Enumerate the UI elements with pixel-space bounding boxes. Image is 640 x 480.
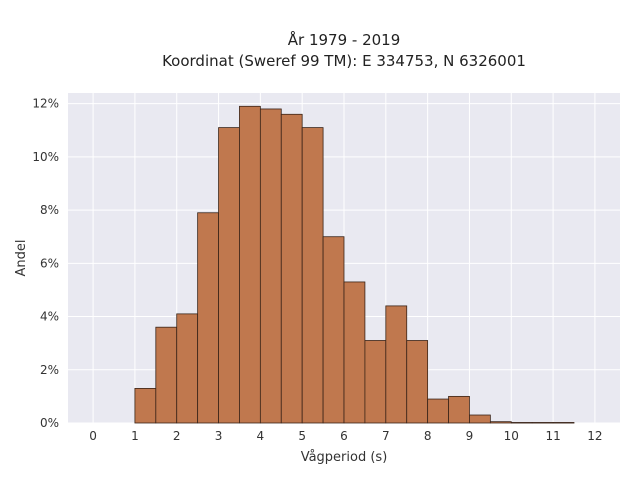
histogram-bar bbox=[218, 127, 240, 424]
histogram-bar bbox=[489, 421, 512, 424]
histogram-bar bbox=[322, 236, 345, 424]
x-tick-label: 0 bbox=[89, 429, 97, 443]
x-tick-label: 3 bbox=[215, 429, 223, 443]
histogram-bar bbox=[343, 281, 366, 424]
histogram-bar bbox=[301, 127, 324, 424]
y-tick-label: 6% bbox=[40, 256, 59, 270]
y-tick-label: 2% bbox=[40, 363, 59, 377]
histogram-bar bbox=[239, 105, 261, 424]
y-tick-label: 8% bbox=[40, 203, 59, 217]
x-tick-label: 12 bbox=[587, 429, 602, 443]
x-tick-label: 10 bbox=[504, 429, 519, 443]
histogram-bar bbox=[427, 398, 449, 424]
histogram-bar bbox=[531, 422, 554, 424]
histogram-bar bbox=[385, 305, 408, 424]
x-axis-ticks: 0 1 2 3 4 5 6 7 8 9 10 11 12 bbox=[89, 429, 602, 443]
histogram-bar bbox=[259, 108, 282, 424]
x-tick-label: 8 bbox=[424, 429, 432, 443]
histogram-bar bbox=[134, 388, 157, 424]
x-tick-label: 2 bbox=[173, 429, 181, 443]
histogram-bar bbox=[406, 340, 429, 424]
chart-title: År 1979 - 2019 bbox=[288, 30, 401, 49]
y-axis-ticks: 0% 2% 4% 6% 8% 10% 12% bbox=[32, 97, 59, 430]
histogram-bar bbox=[469, 414, 491, 424]
x-tick-label: 7 bbox=[382, 429, 390, 443]
histogram-bar bbox=[364, 340, 387, 424]
y-tick-label: 10% bbox=[32, 150, 59, 164]
y-tick-label: 0% bbox=[40, 416, 59, 430]
x-tick-label: 9 bbox=[466, 429, 474, 443]
x-tick-label: 4 bbox=[257, 429, 265, 443]
x-tick-label: 1 bbox=[131, 429, 139, 443]
histogram-bar bbox=[176, 313, 199, 424]
chart-subtitle: Koordinat (Sweref 99 TM): E 334753, N 63… bbox=[162, 52, 526, 70]
bars bbox=[134, 105, 575, 424]
x-axis-label: Vågperiod (s) bbox=[301, 450, 388, 465]
histogram-bar bbox=[552, 422, 575, 424]
x-tick-label: 11 bbox=[545, 429, 560, 443]
y-tick-label: 4% bbox=[40, 310, 59, 324]
x-tick-label: 6 bbox=[340, 429, 348, 443]
histogram-bar bbox=[510, 422, 533, 424]
histogram-bar bbox=[155, 326, 178, 424]
histogram-bar bbox=[448, 395, 470, 424]
x-tick-label: 5 bbox=[298, 429, 306, 443]
histogram-bar bbox=[280, 113, 303, 424]
histogram-bar bbox=[197, 212, 219, 424]
y-tick-label: 12% bbox=[32, 97, 59, 111]
y-axis-label: Andel bbox=[14, 240, 29, 277]
